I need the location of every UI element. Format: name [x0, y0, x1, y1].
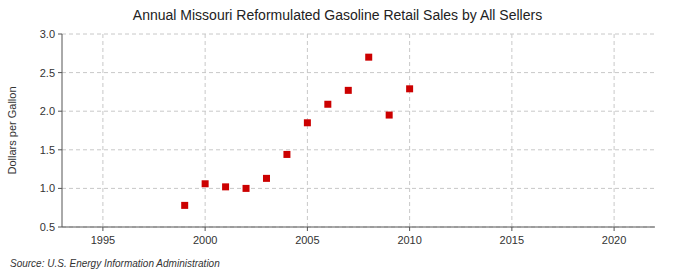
chart: 0.5 1.0 1.5 2.0 2.5 3.0 1995 2000 2005 2010 2015 20… [0, 0, 675, 275]
point [324, 101, 331, 108]
y-grid-line [62, 149, 655, 150]
y-grid-line [62, 34, 655, 35]
point [365, 54, 372, 61]
x-tick [205, 227, 206, 231]
x-tick [511, 227, 512, 231]
point [386, 112, 393, 119]
point [406, 85, 413, 92]
title: Annual Missouri Reformulated Gasoline Re… [133, 7, 542, 23]
x-grid-line [511, 34, 512, 227]
point [202, 180, 209, 187]
y-tick [58, 34, 62, 35]
y-grid-line [62, 188, 655, 189]
points [181, 54, 413, 209]
x-grid-line [205, 34, 206, 227]
x-tick [409, 227, 410, 231]
x-tick-label: 2010 [397, 234, 421, 246]
y-tick [58, 72, 62, 73]
x-tick-label: 1995 [91, 234, 115, 246]
x-tick-label: 2000 [193, 234, 217, 246]
x-tick [614, 227, 615, 231]
y-tick [58, 149, 62, 150]
x-grid-line [102, 34, 103, 227]
x-grid-line [409, 34, 410, 227]
point [222, 183, 229, 190]
x-tick-label: 2005 [295, 234, 319, 246]
y-tick-label: 0.5 [40, 221, 55, 233]
point [345, 87, 352, 94]
y-tick [58, 227, 62, 228]
point [263, 175, 270, 182]
y-grid-line [62, 72, 655, 73]
x-axis: 1995 2000 2005 2010 2015 2020 [91, 227, 627, 246]
x-axis-line [62, 227, 655, 228]
y-axis-label: Dollars per Gallon [6, 86, 18, 174]
grid [62, 34, 655, 227]
y-tick [58, 111, 62, 112]
point [243, 185, 250, 192]
point [283, 151, 290, 158]
y-axis-line [62, 34, 63, 227]
y-tick [58, 188, 62, 189]
x-grid-line [614, 34, 615, 227]
x-tick-label: 2015 [500, 234, 524, 246]
x-tick [102, 227, 103, 231]
y-grid-line [62, 227, 655, 228]
y-tick-label: 1.0 [40, 182, 55, 194]
y-tick-label: 2.0 [40, 105, 55, 117]
source-note: Source: U.S. Energy Information Administ… [10, 258, 220, 269]
point [304, 119, 311, 126]
y-tick-label: 1.5 [40, 144, 55, 156]
point [181, 202, 188, 209]
y-tick-label: 2.5 [40, 67, 55, 79]
y-axis: 0.5 1.0 1.5 2.0 2.5 3.0 [40, 28, 62, 233]
x-tick [307, 227, 308, 231]
y-grid-line [62, 111, 655, 112]
x-grid-line [307, 34, 308, 227]
x-tick-label: 2020 [602, 234, 626, 246]
y-tick-label: 3.0 [40, 28, 55, 40]
